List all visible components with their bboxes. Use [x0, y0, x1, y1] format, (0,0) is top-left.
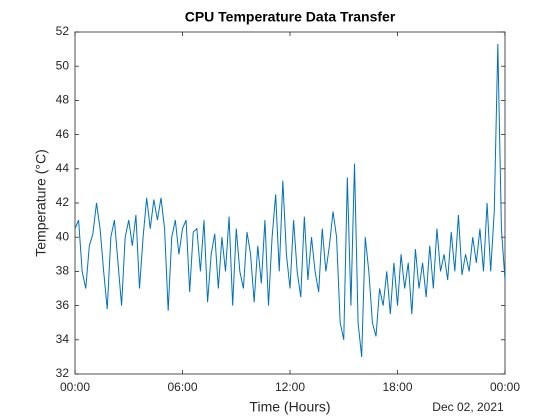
y-tick-label: 40 — [56, 229, 70, 243]
y-tick-label: 34 — [56, 332, 70, 346]
x-axis-label: Time (Hours) — [249, 399, 330, 415]
line — [74, 43, 506, 357]
chart-title: CPU Temperature Data Transfer — [185, 9, 396, 25]
x-tick-label: 06:00 — [167, 380, 197, 394]
y-tick-label: 32 — [56, 366, 70, 380]
y-tick-label: 42 — [56, 195, 70, 209]
date-label: Dec 02, 2021 — [432, 400, 504, 414]
y-tick-label: 50 — [56, 58, 70, 72]
y-tick-label: 44 — [56, 161, 70, 175]
y-tick-label: 46 — [56, 127, 70, 141]
x-tick-label: 12:00 — [275, 380, 305, 394]
y-tick-label: 48 — [56, 93, 70, 107]
y-tick-label: 38 — [56, 264, 70, 278]
y-tick-label: 52 — [56, 24, 70, 38]
x-tick-label: 00:00 — [60, 380, 90, 394]
x-tick-label: 00:00 — [490, 380, 520, 394]
y-axis-label: Temperature (°C) — [33, 149, 49, 257]
y-tick-label: 36 — [56, 298, 70, 312]
plot-area — [74, 31, 506, 375]
x-tick-label: 18:00 — [382, 380, 412, 394]
